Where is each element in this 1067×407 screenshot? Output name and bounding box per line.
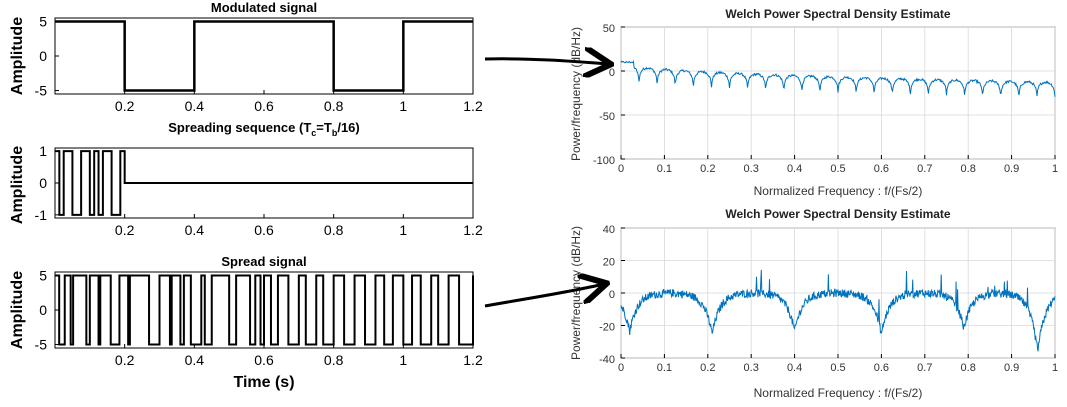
x-tick-label: 0.7 [917,362,932,374]
y-tick-label: -20 [599,322,615,334]
x-tick-label: 1.2 [463,98,483,114]
modulated-title: Modulated signal [211,0,317,15]
x-tick-label: 0.4 [185,98,205,114]
y-tick-label: -5 [35,337,48,353]
x-tick-label: 0.1 [657,362,672,374]
x-tick-label: 1 [1052,362,1058,374]
y-tick-label: 40 [603,224,615,236]
x-tick-label: 0.2 [700,163,715,175]
x-tick-label: 1 [1052,163,1058,175]
psd-modulated-ticks: 0 0.1 0.2 0.3 0.4 0.5 0.6 0.7 0.8 0.9 1 50 0 -50 -100 [593,23,1058,175]
arrow-to-psd-modulated [484,59,608,64]
y-tick-label: 0 [39,48,47,64]
y-tick-label: 5 [39,13,47,29]
modulated-ticks: 0.2 0.4 0.6 0.8 1 1.2 5 0 -5 [35,13,483,114]
x-tick-label: 0.6 [874,362,889,374]
x-tick-label: 0.6 [874,163,889,175]
y-tick-label: -40 [599,354,615,366]
x-tick-label: 1.2 [463,352,483,368]
psd-modulated-curve [620,59,1056,97]
x-tick-label: 0.5 [830,163,845,175]
psd-spread-xlabel: Normalized Frequency : f/(Fs/2) [754,386,923,400]
x-tick-label: 0.8 [324,98,344,114]
y-tick-label: 0 [39,302,47,318]
spreading-title: Spreading sequence (Tc=Tb/16) [168,120,360,138]
spreading-sequence-plot: Spreading sequence (Tc=Tb/16) 0.2 0.4 0.6 0… [9,120,483,238]
x-tick-label: 0.6 [254,98,274,114]
y-tick-label: -1 [35,207,48,223]
y-tick-label: 0 [39,175,47,191]
x-tick-label: 0.2 [115,352,135,368]
x-tick-label: 0.6 [254,222,274,238]
psd-spread-title: Welch Power Spectral Density Estimate [725,207,951,221]
x-tick-label: 0 [618,362,624,374]
x-tick-label: 1 [399,98,407,114]
x-tick-label: 0.2 [115,222,135,238]
psd-spread-ticks: 0 0.1 0.2 0.3 0.4 0.5 0.6 0.7 0.8 0.9 1 40 20 0 -20 -40 [599,224,1058,374]
spread-ticks: 0.2 0.4 0.6 0.8 1 1.2 5 0 -5 [35,267,483,368]
y-tick-label: 50 [603,23,615,35]
psd-modulated-xlabel: Normalized Frequency : f/(Fs/2) [754,184,923,198]
modulated-waveform [55,20,473,92]
y-tick-label: -100 [593,155,615,167]
modulated-ylabel: Amplitude [9,17,26,95]
spreading-ylabel: Amplitude [9,146,26,224]
x-tick-label: 0.5 [830,362,845,374]
x-tick-label: 0.2 [115,98,135,114]
x-tick-label: 0.9 [1004,362,1019,374]
x-tick-label: 0.8 [961,362,976,374]
x-tick-label: 0.4 [787,362,802,374]
psd-spread-ylabel: Power/frequency (dB/Hz) [569,226,583,360]
spread-waveform [55,274,474,346]
x-tick-label: 0.3 [744,362,759,374]
x-tick-label: 0.4 [185,222,205,238]
psd-modulated-title: Welch Power Spectral Density Estimate [725,7,951,21]
spread-title: Spread signal [221,254,306,269]
spread-xlabel: Time (s) [233,374,294,391]
spread-ylabel: Amplitude [9,271,26,349]
x-tick-label: 0.8 [324,222,344,238]
x-tick-label: 0.1 [657,163,672,175]
spreading-waveform [55,150,473,216]
spread-signal-plot: Spread signal 0.2 0.4 0.6 0.8 1 1.2 5 0 -5 Ampli… [9,254,483,391]
x-tick-label: 0.4 [787,163,802,175]
x-tick-label: 0.8 [961,163,976,175]
y-tick-label: -50 [599,111,615,123]
y-tick-label: 5 [39,267,47,283]
y-tick-label: 0 [609,67,615,79]
x-tick-label: 1 [399,352,407,368]
x-tick-label: 0.9 [1004,163,1019,175]
y-tick-label: 20 [603,257,615,269]
spreading-ticks: 0.2 0.4 0.6 0.8 1 1.2 1 0 -1 [35,143,483,238]
arrow-to-psd-spread [484,284,604,308]
x-tick-label: 0.7 [917,163,932,175]
modulated-signal-plot: Modulated signal 0.2 0.4 0.6 0.8 1 1.2 5 0 -5 Am… [9,0,483,114]
psd-modulated-ylabel: Power/frequency (dB/Hz) [569,27,583,161]
x-tick-label: 0.2 [700,362,715,374]
x-tick-label: 0.3 [744,163,759,175]
y-tick-label: 1 [39,143,47,159]
x-tick-label: 0.8 [324,352,344,368]
x-tick-label: 1.2 [463,222,483,238]
y-tick-label: 0 [609,289,615,301]
x-tick-label: 1 [399,222,407,238]
x-tick-label: 0.4 [185,352,205,368]
modulated-axes-box [54,17,474,95]
psd-spread-curve [620,269,1056,352]
x-tick-label: 0.6 [254,352,274,368]
x-tick-label: 0 [618,163,624,175]
y-tick-label: -5 [35,83,48,99]
